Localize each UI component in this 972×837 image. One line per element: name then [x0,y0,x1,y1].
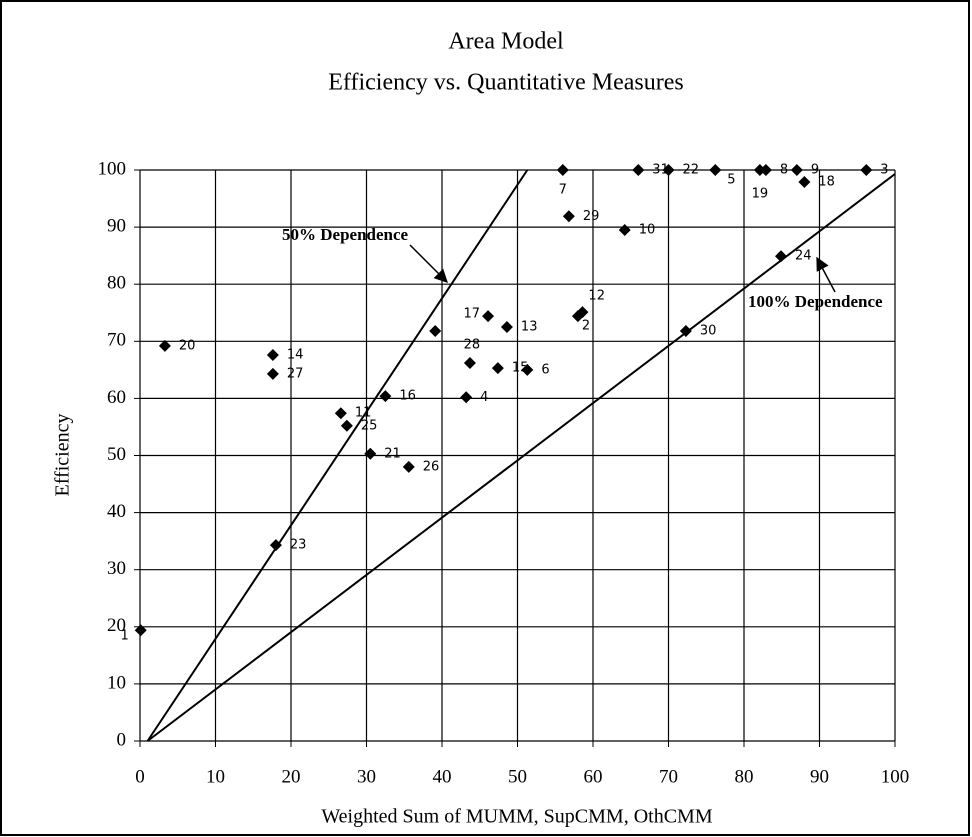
data-point [402,460,415,473]
y-tick-label: 10 [107,672,126,693]
y-tick-label: 30 [107,558,126,579]
x-tick-label: 80 [735,766,754,787]
point-label: 24 [795,249,812,264]
data-point [500,321,513,334]
y-tick-label: 50 [107,444,126,465]
data-point [562,210,575,223]
data-point [790,164,803,176]
chart-subtitle: Efficiency vs. Quantitative Measures [328,70,683,96]
data-point [576,306,589,319]
y-tick-label: 80 [107,273,126,294]
data-point [521,363,534,376]
x-tick-label: 30 [357,766,376,787]
point-label: 28 [464,337,481,352]
chart-title: Area Model [448,29,564,55]
x-tick-label: 0 [135,766,145,787]
point-label: 18 [818,174,835,189]
data-point [379,390,392,403]
data-point [662,164,675,176]
point-label: 23 [290,538,307,553]
point-label: 5 [727,173,735,188]
y-tick-label: 60 [107,387,126,408]
reference-line [146,169,529,742]
data-point [269,539,282,552]
data-point [266,349,279,362]
data-point [679,325,692,338]
point-label: 11 [355,406,372,421]
point-label: 10 [639,222,656,237]
data-point [134,624,147,637]
point-label: 16 [399,389,416,404]
x-axis-label: Weighted Sum of MUMM, SupCMM, OthCMM [321,806,712,828]
data-point [340,419,353,432]
data-point [460,391,473,404]
data-point [266,367,279,380]
point-label: 27 [287,366,304,381]
data-point [753,164,766,176]
point-label: 6 [541,362,549,377]
data-point [618,223,631,236]
annotation-arrow [409,244,448,283]
point-label: 7 [559,183,567,198]
point-label: 29 [583,209,600,224]
data-point [774,250,787,263]
point-label: 2 [582,319,590,334]
y-tick-label: 100 [98,158,127,179]
point-label: 8 [780,163,788,178]
point-label: 20 [179,338,196,353]
point-label: 4 [480,390,488,405]
point-label: 19 [752,187,769,202]
data-point [556,164,569,176]
data-point [491,362,504,375]
point-label: 9 [811,163,819,178]
data-point [798,175,811,188]
point-label: 26 [423,459,440,474]
point-label: 22 [683,163,700,178]
y-tick-label: 70 [107,330,126,351]
x-tick-label: 20 [282,766,301,787]
y-tick-label: 0 [117,729,127,750]
annotation: 50% Dependence [282,225,409,244]
point-label: 1 [120,629,128,644]
point-label: 31 [652,163,669,178]
data-point [482,310,495,323]
y-axis-label: Efficiency [52,414,74,497]
point-label: 13 [521,320,538,335]
point-label: 12 [588,289,605,304]
point-label: 17 [464,307,481,322]
y-tick-label: 40 [107,501,126,522]
reference-line [146,173,896,742]
point-label: 25 [361,418,378,433]
x-tick-label: 100 [881,766,910,787]
point-label: 3 [880,163,888,178]
data-point [463,356,476,369]
point-label: 30 [700,324,717,339]
y-tick-label: 90 [107,215,126,236]
x-tick-label: 50 [508,766,527,787]
data-point [334,407,347,420]
data-point [364,447,377,460]
data-point [709,164,722,176]
data-point [158,339,171,352]
data-point [429,325,442,338]
y-tick-label: 20 [107,615,126,636]
point-label: 21 [384,446,401,461]
x-tick-label: 90 [810,766,829,787]
x-tick-label: 10 [206,766,225,787]
data-point [632,164,645,176]
data-point [860,164,873,176]
data-point [759,164,772,176]
x-tick-label: 60 [584,766,603,787]
x-tick-label: 70 [659,766,678,787]
point-label: 14 [287,348,304,363]
annotation: 100% Dependence [748,292,883,311]
x-tick-label: 40 [433,766,452,787]
